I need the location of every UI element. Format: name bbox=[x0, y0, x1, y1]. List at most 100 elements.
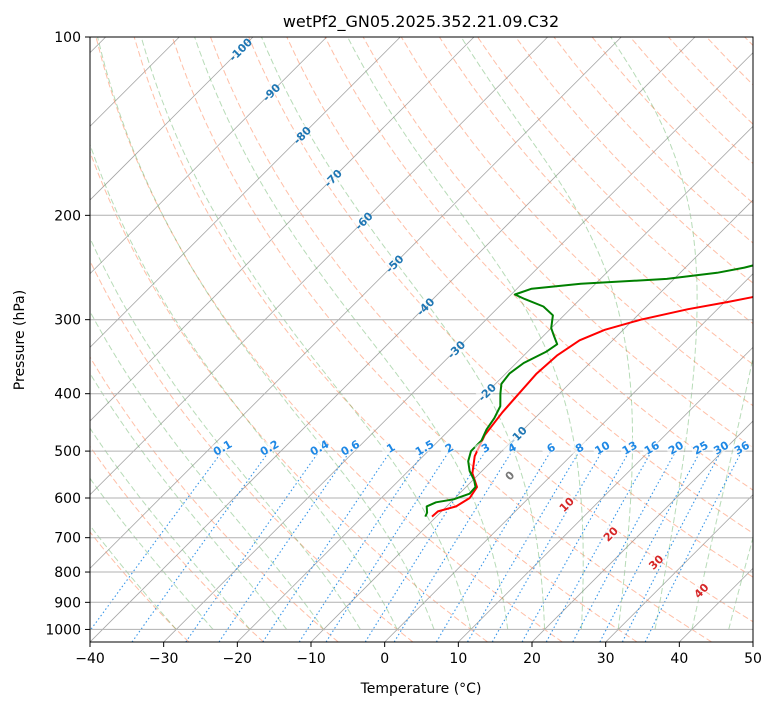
mixing-ratio-line bbox=[298, 450, 425, 642]
dry-adiabat-line bbox=[668, 37, 753, 125]
dry-adiabat-label: -100 bbox=[226, 35, 255, 64]
isotherm-line bbox=[679, 567, 753, 642]
mixing-ratio-label-bg bbox=[590, 437, 613, 457]
mixing-ratio-label-bg bbox=[640, 437, 662, 457]
x-tick-label: 30 bbox=[597, 651, 615, 667]
mixing-ratio-label-bg bbox=[413, 437, 435, 457]
isotherm-line bbox=[752, 641, 753, 642]
dry-adiabat-line bbox=[286, 37, 753, 534]
isotherm-line bbox=[90, 37, 696, 642]
dry-adiabat-line bbox=[90, 259, 414, 642]
mixing-ratio-label-bg bbox=[568, 437, 590, 457]
dry-adiabat-line bbox=[90, 531, 190, 642]
dry-adiabat-line bbox=[477, 37, 753, 325]
dry-adiabat-label: -40 bbox=[414, 295, 437, 318]
dry-adiabat-label: -80 bbox=[291, 124, 314, 147]
mixing-ratio-line bbox=[599, 450, 701, 642]
mixing-ratio-label-bg bbox=[258, 437, 280, 457]
x-tick-label: 50 bbox=[744, 651, 762, 667]
mixing-ratio-label-bg bbox=[730, 437, 753, 457]
chart-title: wetPf2_GN05.2025.352.21.09.C32 bbox=[283, 12, 559, 32]
y-tick-label: 200 bbox=[54, 208, 81, 224]
y-tick-label: 700 bbox=[54, 531, 81, 547]
dry-adiabat-line bbox=[553, 37, 753, 244]
mixing-ratio-label: 13 bbox=[620, 439, 640, 458]
moist-adiabat-label: 40 bbox=[692, 581, 712, 601]
mixing-ratio-label-bg bbox=[500, 437, 523, 457]
moist-adiabat-line bbox=[460, 37, 633, 630]
dry-adiabat-label-bg bbox=[383, 252, 405, 274]
dry-adiabat-label-bg bbox=[259, 81, 282, 103]
dry-adiabat-label: -60 bbox=[352, 209, 375, 232]
y-tick-label: 400 bbox=[54, 387, 81, 403]
dry-adiabat-line bbox=[90, 150, 488, 642]
isotherm-line bbox=[90, 37, 475, 422]
moist-adiabat-line bbox=[194, 37, 509, 630]
dry-adiabat-line bbox=[90, 356, 339, 642]
mixing-ratio-line bbox=[393, 450, 513, 642]
dry-adiabat-label: -30 bbox=[445, 338, 468, 361]
x-tick-label: 0 bbox=[380, 651, 389, 667]
x-axis-label: Temperature (°C) bbox=[360, 681, 482, 697]
mixing-ratio-label-bg bbox=[308, 437, 330, 457]
mixing-ratio-label: 0.4 bbox=[308, 437, 332, 458]
dry-adiabat-label-bg bbox=[229, 38, 251, 60]
dry-adiabat-line bbox=[400, 37, 753, 407]
mixing-ratio-line bbox=[545, 450, 653, 642]
x-tick-label: 10 bbox=[449, 651, 467, 667]
mixing-ratio-line bbox=[521, 450, 630, 642]
dry-adiabat-line bbox=[248, 37, 753, 578]
mixing-ratio-line bbox=[131, 450, 270, 642]
moist-adiabat-line bbox=[728, 535, 753, 630]
mixing-ratio-label-bg bbox=[539, 437, 562, 457]
isotherm-line bbox=[310, 199, 753, 642]
mixing-ratio-label: 10 bbox=[592, 439, 612, 458]
overlay-labels: -100-90-80-70-60-50-40-30-20-10010203040… bbox=[211, 35, 752, 601]
mixing-ratio-label-bg bbox=[689, 437, 711, 457]
moist-adiabat-line bbox=[261, 37, 546, 630]
mixing-ratio-label: 25 bbox=[691, 439, 711, 458]
moist-adiabat-label: 20 bbox=[601, 524, 621, 544]
isotherm-line bbox=[384, 273, 753, 642]
dry-adiabat-label-bg bbox=[444, 338, 467, 360]
dry-adiabat-label-bg bbox=[475, 380, 497, 403]
y-tick-label: 1000 bbox=[45, 622, 81, 638]
isotherm-line bbox=[90, 37, 401, 348]
y-axis-label: Pressure (hPa) bbox=[12, 290, 28, 390]
mixing-ratio-label: 30 bbox=[711, 439, 731, 458]
moist-adiabat-label-bg bbox=[555, 493, 577, 515]
mixing-ratio-line bbox=[185, 450, 320, 642]
mixing-ratio-label-bg bbox=[618, 437, 640, 457]
x-tick-label: −20 bbox=[223, 651, 253, 667]
pressure-gridlines bbox=[90, 37, 753, 630]
mixing-ratio-label: 1.5 bbox=[413, 438, 436, 459]
moist-adiabat-line bbox=[347, 37, 584, 630]
dry-adiabat-line bbox=[210, 37, 753, 623]
dry-adiabat-line bbox=[515, 37, 753, 284]
y-axis-ticks: 100 200 300 400 500 600 700 800 900 1000 bbox=[45, 30, 90, 638]
y-tick-label: 900 bbox=[54, 595, 81, 611]
isotherm-line bbox=[90, 37, 548, 496]
moist-adiabat-line bbox=[97, 37, 435, 630]
mixing-ratio-line bbox=[325, 450, 450, 642]
isotherm-line bbox=[90, 37, 622, 569]
isotherm-line bbox=[90, 37, 327, 275]
y-tick-label: 100 bbox=[54, 30, 81, 46]
mixing-ratio-line bbox=[218, 450, 351, 642]
temperature-line bbox=[431, 295, 753, 518]
isotherm-line bbox=[531, 420, 753, 642]
dry-adiabat-line bbox=[591, 37, 753, 204]
background-lines bbox=[90, 37, 775, 642]
mixing-ratio-label-bg bbox=[474, 437, 496, 457]
dry-adiabat-label: -50 bbox=[383, 252, 406, 275]
moist-adiabat-label-bg bbox=[644, 550, 666, 573]
y-tick-label: 300 bbox=[54, 313, 81, 329]
dry-adiabat-line bbox=[438, 37, 753, 366]
dry-adiabat-label-bg bbox=[352, 209, 374, 231]
moist-adiabat-label-bg bbox=[599, 522, 621, 544]
moist-adiabat-line bbox=[766, 37, 775, 629]
moist-adiabat-label-bg bbox=[689, 579, 712, 601]
isotherm-line bbox=[90, 37, 254, 201]
moist-adiabat-line bbox=[90, 477, 214, 630]
x-tick-label: −30 bbox=[149, 651, 179, 667]
